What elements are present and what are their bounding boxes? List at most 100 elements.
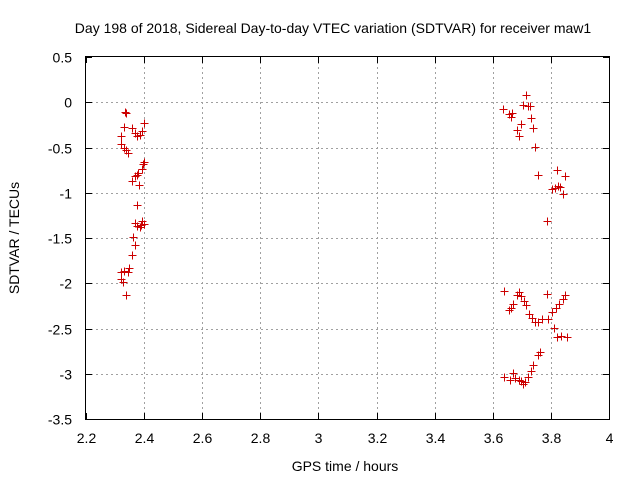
- data-point-marker: [522, 91, 531, 100]
- data-point-marker: [517, 292, 526, 301]
- data-point-marker: [117, 132, 126, 141]
- data-point-marker: [507, 113, 516, 122]
- data-point-marker: [136, 131, 145, 140]
- x-tick-label: 2.6: [193, 430, 213, 446]
- data-point-marker: [139, 160, 148, 169]
- data-point-marker: [122, 109, 131, 118]
- data-point-marker: [506, 376, 515, 385]
- data-point-marker: [515, 376, 524, 385]
- data-point-marker: [553, 333, 562, 342]
- data-point-marker: [140, 119, 149, 128]
- x-tick-label: 4: [606, 430, 614, 446]
- y-tick-label: 0.5: [53, 50, 73, 66]
- data-point-marker: [519, 101, 528, 110]
- y-tick-label: -1.5: [48, 231, 72, 247]
- data-point-marker: [138, 165, 147, 174]
- data-point-marker: [120, 123, 129, 132]
- data-point-marker: [511, 374, 520, 383]
- data-point-marker: [554, 182, 563, 191]
- data-point-marker: [519, 380, 528, 389]
- y-tick-label: -1: [60, 186, 73, 202]
- data-point-marker: [557, 332, 566, 341]
- y-tick-labels: 0.5 0 -0.5 -1 -1.5 -2 -2.5 -3 -3.5: [48, 50, 72, 428]
- x-tick-label: 2.4: [135, 430, 155, 446]
- x-tick-label: 3.8: [542, 430, 562, 446]
- x-tick-label: 3: [315, 430, 323, 446]
- data-point-marker: [561, 172, 570, 181]
- data-point-marker: [513, 126, 522, 135]
- data-point-marker: [133, 201, 142, 210]
- data-point-marker: [500, 373, 509, 382]
- y-tick-label: -2: [60, 276, 73, 292]
- data-point-marker: [515, 132, 524, 141]
- data-point-marker: [526, 102, 535, 111]
- chart-title: Day 198 of 2018, Sidereal Day-to-day VTE…: [75, 20, 592, 36]
- data-point-marker: [121, 108, 130, 117]
- data-point-marker: [128, 177, 137, 186]
- data-point-marker: [520, 297, 529, 306]
- data-point-marker: [543, 217, 552, 226]
- data-point-marker: [556, 183, 565, 192]
- data-point-marker: [138, 127, 147, 136]
- y-tick-label: -3: [60, 367, 73, 383]
- data-point-marker: [543, 290, 552, 299]
- data-point-marker: [509, 300, 518, 309]
- data-point-marker: [550, 324, 559, 333]
- data-point-marker: [548, 308, 557, 317]
- data-point-marker: [500, 287, 509, 296]
- plot-area-frame: [85, 56, 610, 420]
- data-point-marker: [135, 181, 144, 190]
- data-point-marker: [536, 348, 545, 357]
- x-tick-label: 3.4: [426, 430, 446, 446]
- axis-ticks: [86, 57, 610, 420]
- data-point-marker: [517, 120, 526, 129]
- data-point-marker: [529, 361, 538, 370]
- data-point-marker: [117, 268, 126, 277]
- x-tick-label: 3.6: [484, 430, 504, 446]
- data-point-marker: [527, 114, 536, 123]
- y-tick-label: -0.5: [48, 141, 72, 157]
- y-axis-title: SDTVAR / TECUs: [6, 182, 22, 294]
- data-point-marker: [122, 291, 131, 300]
- data-point-marker: [521, 378, 530, 387]
- y-tick-label: -2.5: [48, 322, 72, 338]
- data-point-marker: [125, 264, 134, 273]
- data-point-marker: [559, 190, 568, 199]
- data-point-marker: [563, 333, 572, 342]
- y-tick-label: -3.5: [48, 412, 72, 428]
- data-point-marker: [499, 105, 508, 114]
- data-point-marker: [531, 143, 540, 152]
- data-point-marker: [507, 304, 516, 313]
- data-point-marker: [555, 300, 564, 309]
- x-tick-label: 2.8: [251, 430, 271, 446]
- data-point-marker: [561, 291, 570, 300]
- data-points: [117, 91, 572, 389]
- data-point-marker: [544, 315, 553, 324]
- x-tick-label: 2.2: [77, 430, 97, 446]
- y-tick-label: 0: [64, 95, 72, 111]
- data-point-marker: [515, 288, 524, 297]
- data-point-marker: [509, 369, 518, 378]
- data-point-marker: [553, 166, 562, 175]
- data-point-marker: [140, 158, 149, 167]
- data-point-marker: [124, 268, 133, 277]
- data-point-marker: [129, 233, 138, 242]
- grid-lines: [86, 57, 609, 419]
- data-point-marker: [124, 149, 133, 158]
- data-point-marker: [140, 220, 149, 229]
- data-point-marker: [505, 306, 514, 315]
- data-point-marker: [534, 171, 543, 180]
- data-point-marker: [559, 295, 568, 304]
- data-point-marker: [508, 109, 517, 118]
- data-point-marker: [119, 278, 128, 287]
- data-point-marker: [522, 301, 531, 310]
- data-point-marker: [529, 124, 538, 133]
- data-point-marker: [133, 171, 142, 180]
- data-point-marker: [120, 144, 129, 153]
- data-point-marker: [131, 172, 140, 181]
- data-point-marker: [524, 373, 533, 382]
- data-point-marker: [128, 124, 137, 133]
- x-tick-labels: 2.2 2.4 2.6 2.8 3 3.2 3.4 3.6 3.8 4: [77, 430, 614, 446]
- data-point-marker: [527, 367, 536, 376]
